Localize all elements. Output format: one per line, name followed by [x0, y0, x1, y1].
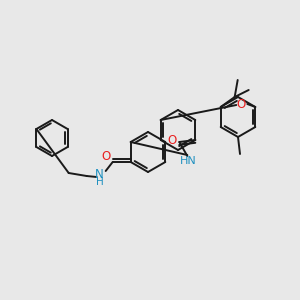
- Text: N: N: [95, 169, 104, 182]
- Text: H: H: [96, 177, 104, 187]
- Text: O: O: [101, 149, 110, 163]
- Text: O: O: [168, 134, 177, 148]
- Text: O: O: [237, 98, 246, 110]
- Text: HN: HN: [180, 156, 197, 166]
